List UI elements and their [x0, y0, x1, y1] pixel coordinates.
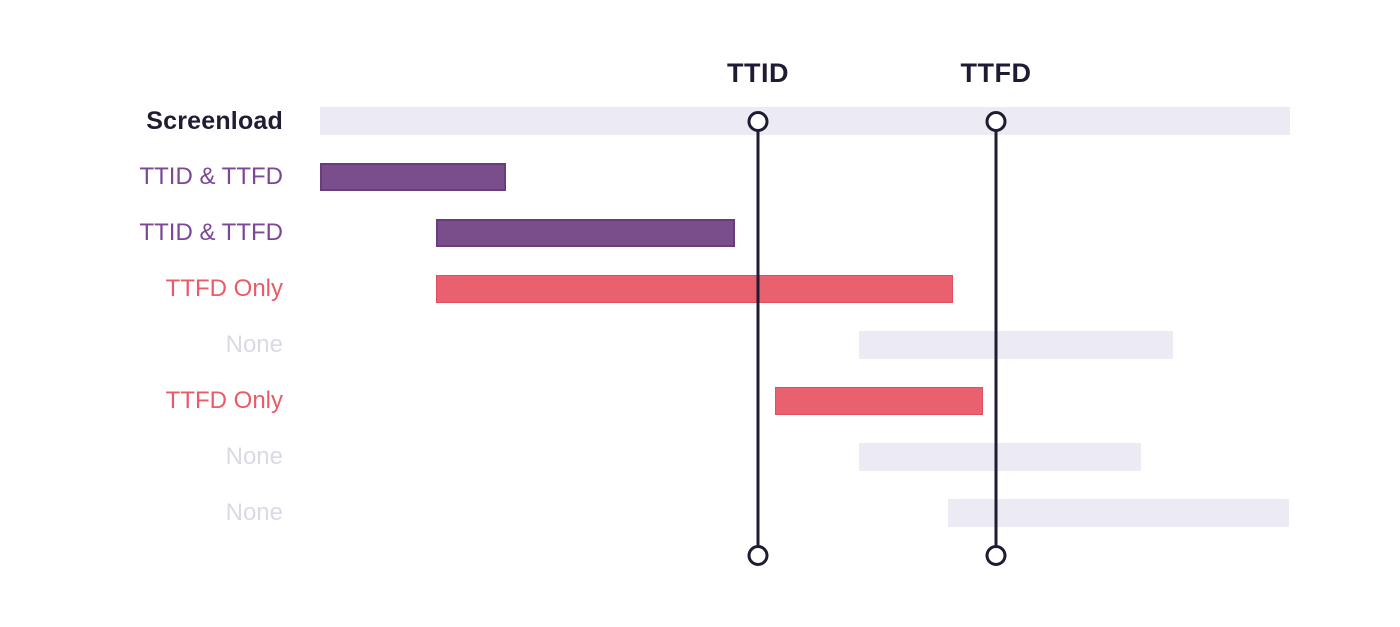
ttfd-marker-label: TTFD	[960, 58, 1032, 88]
timeline-row: None	[0, 317, 1400, 373]
ttfd-marker-bottom-circle-icon	[985, 545, 1007, 566]
row-label-screenload: Screenload	[146, 107, 283, 135]
ttid-ttfd-span-bar	[436, 219, 735, 247]
ttid-marker-bottom-circle-icon	[747, 545, 769, 566]
row-label-none: None	[225, 443, 283, 470]
row-label-ttfd-only: TTFD Only	[165, 387, 283, 414]
timeline-row: TTFD Only	[0, 373, 1400, 429]
ttfd-marker-top-circle-icon	[985, 111, 1007, 132]
row-label-none: None	[225, 331, 283, 358]
screenload-span-bar	[320, 107, 1290, 135]
timeline-row: None	[0, 429, 1400, 485]
ttid-marker-top-circle-icon	[747, 111, 769, 132]
ttfd-only-span-bar	[436, 275, 953, 303]
timeline-row: TTFD Only	[0, 261, 1400, 317]
timeline-row: TTID & TTFD	[0, 149, 1400, 205]
none-span-bar	[948, 499, 1289, 527]
ttid-marker-label: TTID	[727, 58, 789, 88]
row-label-ttfd-only: TTFD Only	[165, 275, 283, 302]
ttfd-only-span-bar	[775, 387, 983, 415]
ttid-marker-line	[756, 122, 760, 556]
none-span-bar	[859, 331, 1173, 359]
timeline-row: TTID & TTFD	[0, 205, 1400, 261]
ttid-ttfd-span-bar	[320, 163, 506, 191]
row-label-none: None	[225, 499, 283, 526]
timeline-row: None	[0, 485, 1400, 541]
row-label-ttid-ttfd: TTID & TTFD	[139, 219, 283, 246]
ttfd-marker-line	[994, 122, 998, 556]
timeline-row: Screenload	[0, 93, 1400, 149]
none-span-bar	[859, 443, 1141, 471]
row-label-ttid-ttfd: TTID & TTFD	[139, 163, 283, 190]
